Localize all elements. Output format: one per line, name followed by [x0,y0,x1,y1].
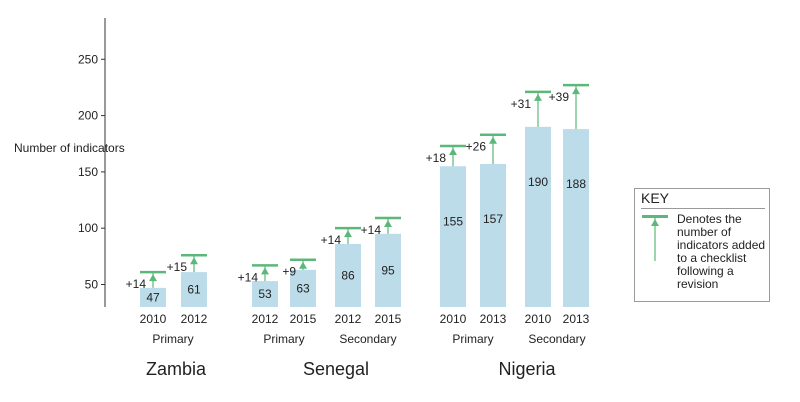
legend-key: KEY Denotes the number of indicators add… [634,188,770,302]
added-marker-arrow [149,274,157,282]
country-label: Nigeria [498,359,556,379]
x-tick-label: 2012 [252,312,279,326]
added-marker-arrow [344,230,352,238]
added-value-label: +9 [282,265,296,279]
x-tick-label: 2013 [563,312,590,326]
added-value-label: +39 [549,90,570,104]
added-marker-arrow [384,220,392,228]
bar-value-label: 190 [528,175,548,189]
bar [181,272,207,307]
key-divider [641,208,765,209]
level-label: Primary [152,332,193,346]
bar-value-label: 188 [566,177,586,191]
added-value-label: +31 [511,97,532,111]
bar [480,163,506,307]
bar-value-label: 157 [483,212,503,226]
key-title: KEY [641,190,670,206]
level-label: Primary [452,332,493,346]
x-tick-label: 2010 [525,312,552,326]
x-tick-label: 2010 [140,312,167,326]
added-marker-arrow [489,136,497,144]
y-tick-label: 200 [78,109,98,123]
level-label: Secondary [339,332,396,346]
y-axis-label: Number of indicators [14,141,125,155]
country-label: Zambia [146,359,207,379]
country-label: Senegal [303,359,369,379]
added-marker-arrow [261,267,269,275]
bar [252,281,278,307]
added-value-label: +14 [321,233,342,247]
added-marker-arrow [299,261,307,269]
added-indicators-marker-icon [642,215,668,261]
bar [140,287,166,307]
x-tick-label: 2013 [480,312,507,326]
added-marker-arrow [190,257,198,265]
level-label: Secondary [528,332,585,346]
bar [335,243,361,307]
x-tick-label: 2012 [335,312,362,326]
x-tick-label: 2015 [375,312,402,326]
bar-value-label: 63 [296,281,310,295]
added-value-label: +14 [126,277,147,291]
y-tick-label: 150 [78,165,98,179]
x-tick-label: 2012 [181,312,208,326]
bar-value-label: 47 [146,290,160,304]
bar [440,166,466,307]
bar-value-label: 53 [258,287,272,301]
bar-value-label: 61 [187,283,201,297]
level-label: Primary [263,332,304,346]
added-marker-arrow [534,93,542,101]
y-tick-label: 250 [78,52,98,66]
bar [290,269,316,307]
added-marker-arrow [572,87,580,95]
bar [375,233,401,307]
key-description: Denotes the number of indicators added t… [677,212,766,291]
added-marker-arrow [449,147,457,155]
y-tick-label: 100 [78,221,98,235]
x-tick-label: 2015 [290,312,317,326]
y-tick-label: 50 [85,277,99,291]
added-value-label: +14 [361,223,382,237]
x-tick-label: 2010 [440,312,467,326]
bar-value-label: 86 [341,268,355,282]
added-value-label: +26 [466,140,487,154]
added-value-label: +15 [167,260,188,274]
bar-value-label: 155 [443,214,463,228]
bar [525,126,551,307]
bar-value-label: 95 [381,263,395,277]
bar [563,129,589,307]
added-value-label: +18 [426,151,447,165]
added-value-label: +14 [238,270,259,284]
